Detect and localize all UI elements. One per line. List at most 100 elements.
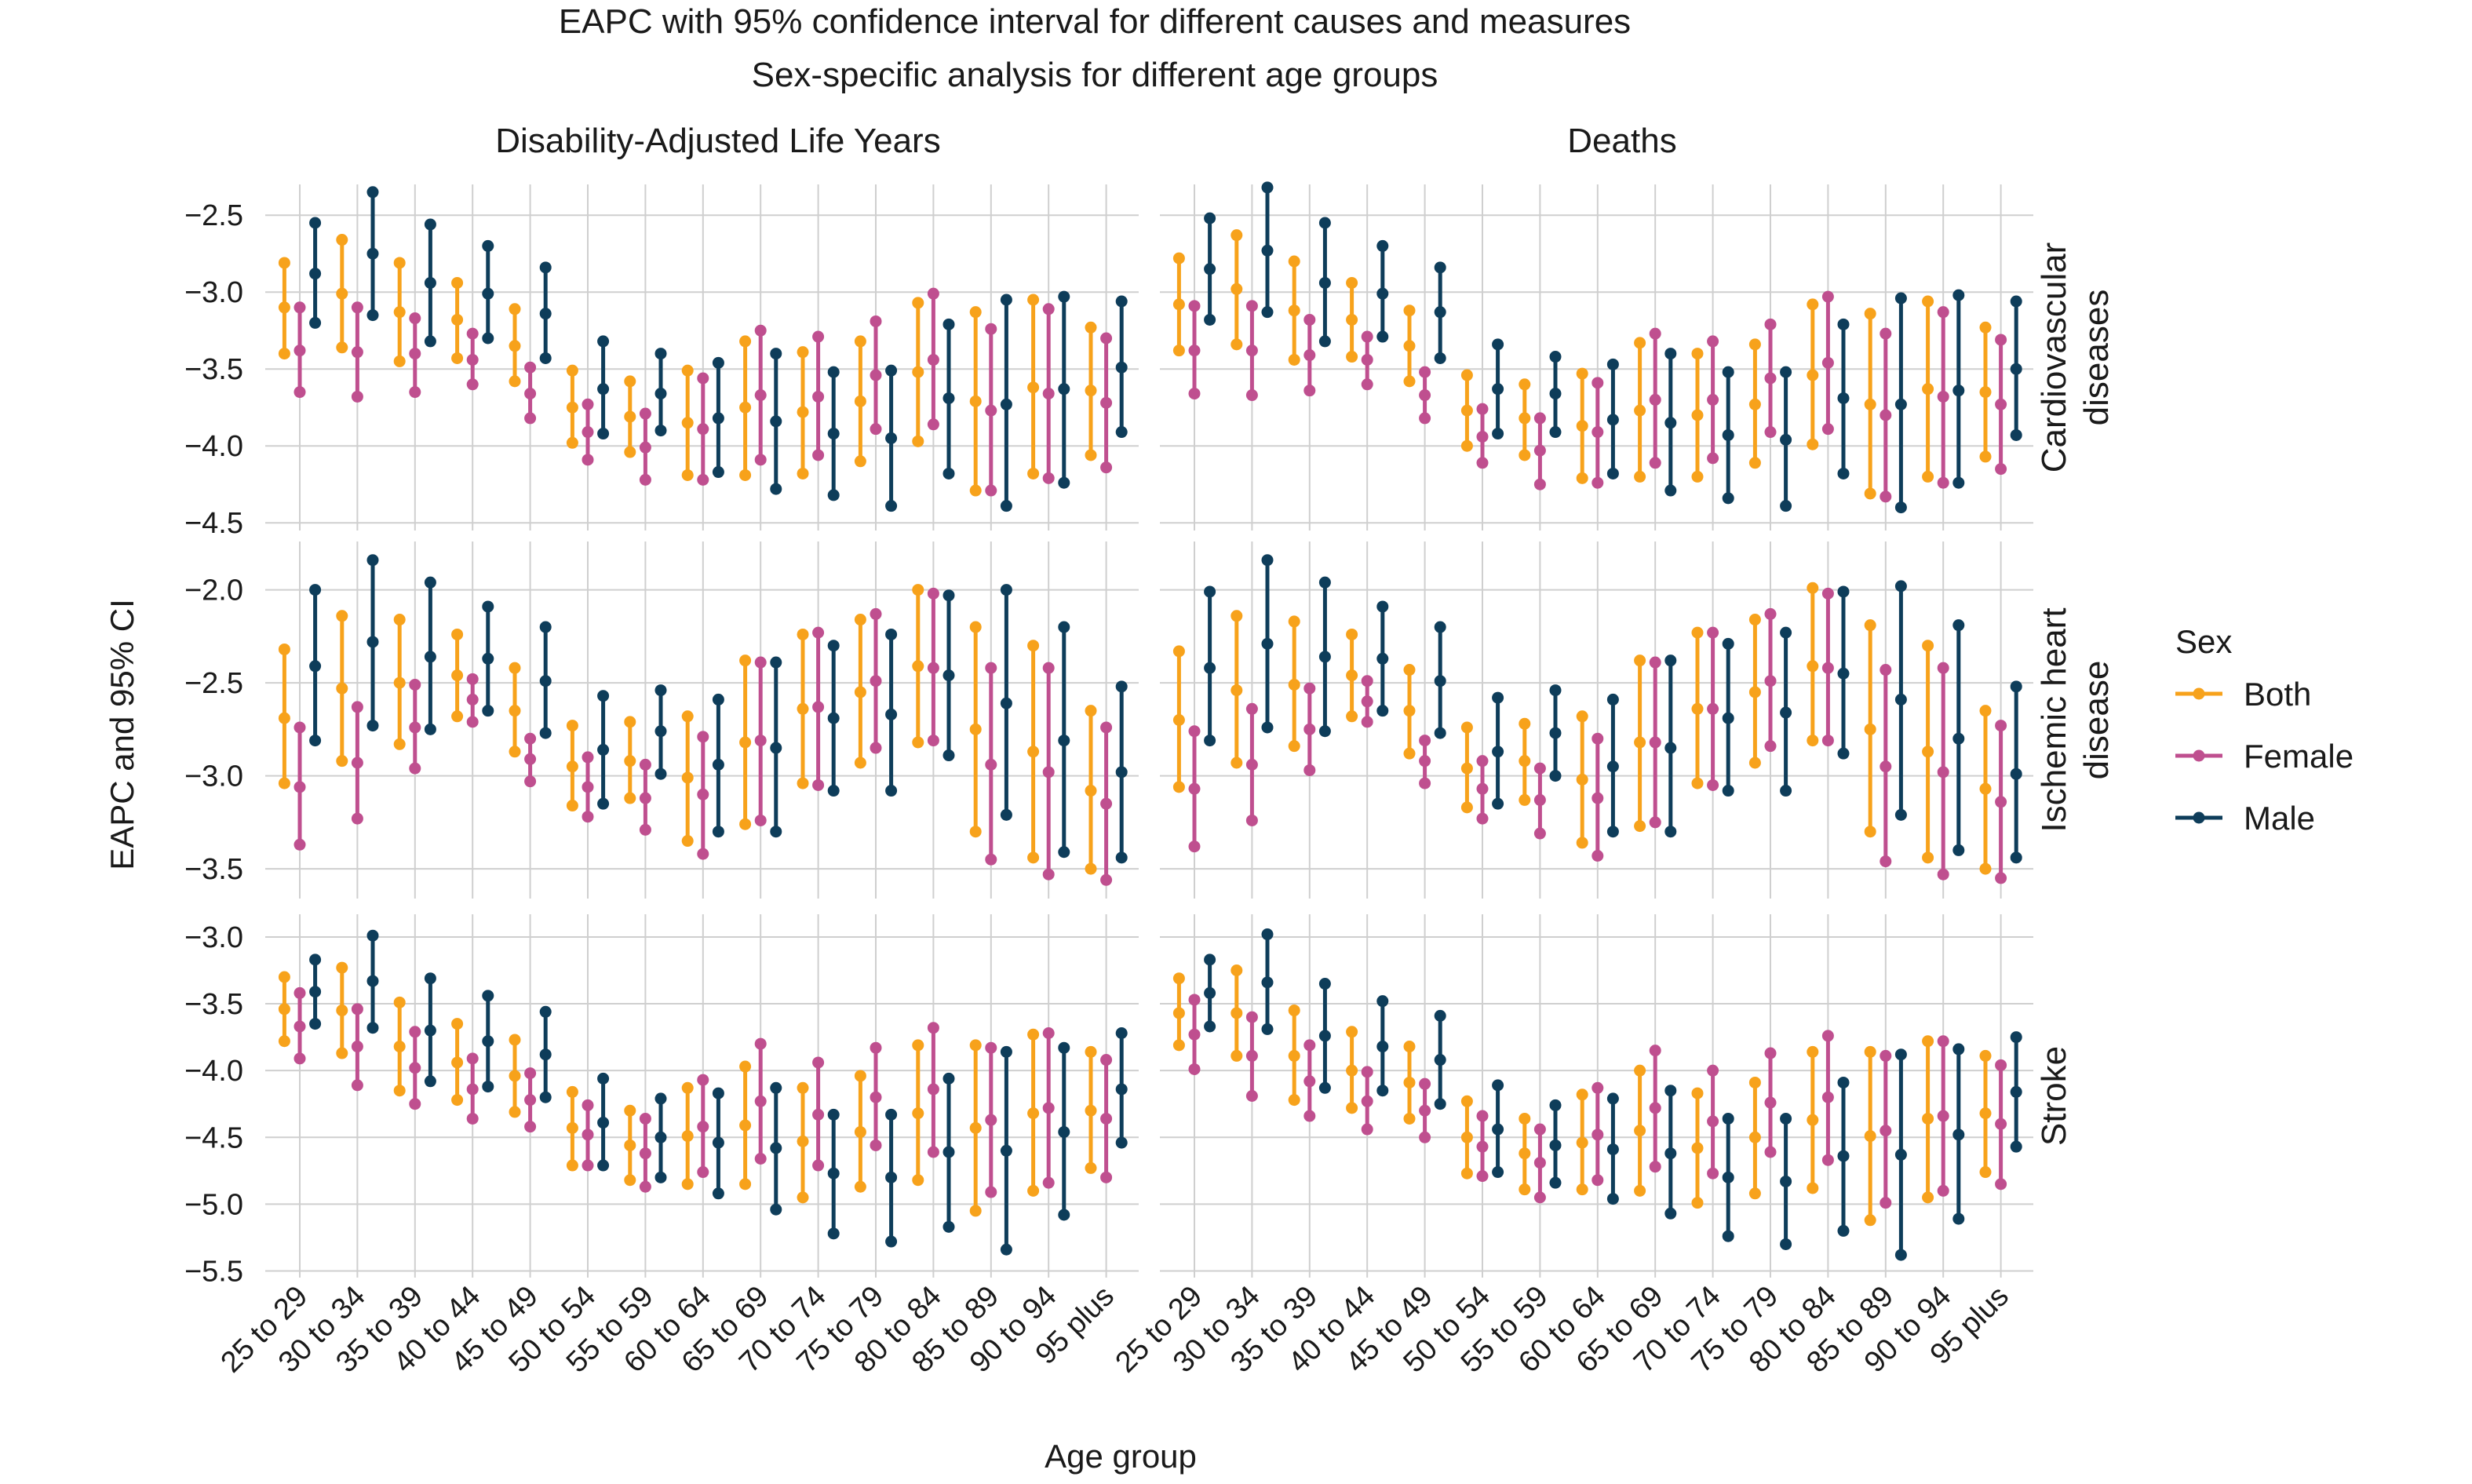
errorbar-both: [1922, 295, 1934, 483]
estimate-point: [1821, 356, 1834, 369]
lower-point: [1027, 851, 1040, 864]
y-tick-label: −5.0: [184, 1188, 243, 1221]
estimate-point: [1188, 345, 1201, 357]
lower-point: [1346, 351, 1358, 363]
errorbar-male: [1115, 295, 1128, 439]
upper-point: [1245, 702, 1258, 715]
estimate-point: [797, 406, 809, 418]
upper-point: [1664, 348, 1677, 360]
estimate-point: [1780, 1175, 1792, 1187]
estimate-point: [639, 792, 651, 804]
lower-point: [366, 1022, 379, 1034]
estimate-point: [1027, 1107, 1040, 1120]
upper-point: [942, 1072, 955, 1085]
errorbar-male: [1549, 684, 1562, 782]
errorbar-both: [336, 961, 348, 1059]
lower-point: [797, 1191, 809, 1204]
upper-point: [1549, 684, 1562, 697]
errorbar-female: [1303, 313, 1316, 397]
estimate-point: [1204, 263, 1216, 275]
lower-point: [912, 1174, 924, 1187]
errorbar-female: [409, 678, 421, 775]
errorbar-female: [1707, 1064, 1719, 1180]
upper-point: [1261, 554, 1274, 567]
errorbar-male: [1318, 978, 1331, 1094]
errorbar-male: [1722, 366, 1734, 505]
facet-strip-row: Ischemic heart: [2035, 607, 2073, 832]
upper-point: [351, 701, 363, 713]
upper-point: [1419, 1077, 1431, 1090]
errorbar-both: [912, 1039, 924, 1187]
lower-point: [1460, 801, 1473, 814]
upper-point: [582, 398, 594, 410]
lower-point: [1979, 450, 1992, 463]
lower-point: [1172, 345, 1185, 357]
estimate-point: [1318, 651, 1331, 663]
upper-point: [451, 276, 464, 289]
errorbar-male: [1606, 358, 1619, 479]
lower-point: [1533, 478, 1546, 490]
errorbar-male: [1434, 621, 1446, 739]
errorbar-female: [927, 587, 939, 747]
lower-point: [1231, 1049, 1243, 1062]
errorbar-male: [1894, 1048, 1907, 1261]
lower-point: [393, 738, 406, 750]
errorbar-both: [393, 996, 406, 1097]
lower-point: [1722, 785, 1734, 797]
lower-point: [712, 466, 724, 479]
estimate-point: [466, 1083, 479, 1096]
errorbar-both: [1027, 294, 1040, 479]
errorbar-male: [597, 690, 610, 810]
estimate-point: [1204, 986, 1216, 999]
errorbar-both: [278, 643, 290, 789]
lower-point: [1261, 306, 1274, 319]
lower-point: [1606, 467, 1619, 479]
errorbar-female: [466, 1052, 479, 1125]
upper-point: [942, 318, 955, 330]
upper-point: [624, 1104, 636, 1117]
estimate-point: [739, 1119, 752, 1132]
lower-point: [1434, 352, 1446, 364]
estimate-point: [927, 353, 939, 366]
lower-point: [1172, 1039, 1185, 1052]
upper-point: [1303, 682, 1316, 695]
estimate-point: [1476, 430, 1489, 443]
estimate-point: [1922, 383, 1934, 396]
errorbar-female: [1476, 755, 1489, 825]
errorbar-male: [1058, 621, 1070, 859]
estimate-point: [1492, 1123, 1504, 1136]
estimate-point: [1952, 1128, 1965, 1141]
upper-point: [1894, 580, 1907, 593]
errorbar-male: [1318, 217, 1331, 348]
lower-point: [1460, 439, 1473, 452]
errorbar-female: [1476, 1110, 1489, 1183]
upper-point: [294, 721, 306, 734]
lower-point: [1476, 457, 1489, 469]
lower-point: [393, 355, 406, 367]
lower-point: [1204, 1020, 1216, 1033]
estimate-point: [1403, 340, 1416, 352]
lower-point: [1318, 725, 1331, 738]
upper-point: [681, 1081, 694, 1094]
lower-point: [524, 775, 537, 788]
lower-point: [1576, 1183, 1588, 1196]
estimate-point: [1634, 1125, 1646, 1137]
upper-point: [309, 584, 322, 596]
lower-point: [351, 390, 363, 403]
lower-point: [1922, 470, 1934, 483]
estimate-point: [624, 1139, 636, 1151]
errorbar-male: [366, 929, 379, 1034]
upper-point: [1042, 303, 1055, 315]
upper-point: [1403, 664, 1416, 676]
estimate-point: [912, 1107, 924, 1120]
upper-point: [524, 1067, 537, 1080]
errorbar-female: [1419, 735, 1431, 789]
lower-point: [624, 446, 636, 458]
lower-point: [1403, 375, 1416, 388]
lower-point: [624, 1174, 636, 1187]
errorbar-both: [624, 1104, 636, 1187]
upper-point: [1115, 295, 1128, 308]
lower-point: [1937, 1184, 1949, 1197]
errorbar-female: [1937, 1035, 1949, 1197]
estimate-point: [1837, 1150, 1850, 1162]
